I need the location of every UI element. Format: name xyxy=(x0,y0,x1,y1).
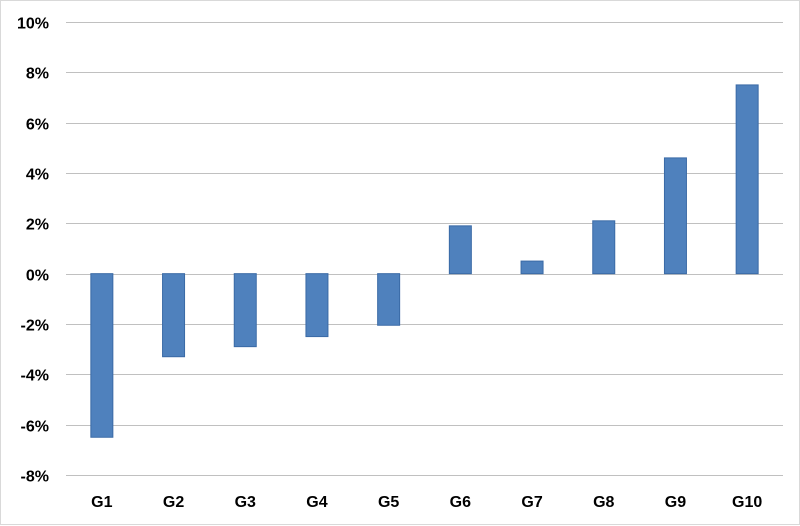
y-tick-label: -2% xyxy=(21,318,49,335)
bar-g9 xyxy=(663,157,687,275)
bars xyxy=(90,84,759,438)
x-tick-label: G10 xyxy=(732,494,762,511)
y-tick-label: -8% xyxy=(21,469,49,486)
y-tick-label: 0% xyxy=(26,268,49,285)
bar-g8 xyxy=(592,220,616,275)
x-tick-label: G6 xyxy=(450,494,471,511)
bar-g6 xyxy=(448,225,472,275)
y-tick-label: 6% xyxy=(26,117,49,134)
bar-g4 xyxy=(305,273,329,338)
bar-g10 xyxy=(735,84,759,275)
x-tick-label: G4 xyxy=(306,494,327,511)
x-tick-label: G8 xyxy=(593,494,614,511)
bar-g2 xyxy=(162,273,186,358)
gridlines xyxy=(66,22,783,476)
y-tick-label: 8% xyxy=(26,66,49,83)
y-tick-label: -6% xyxy=(21,419,49,436)
x-tick-label: G1 xyxy=(91,494,112,511)
x-tick-label: G5 xyxy=(378,494,399,511)
y-tick-label: 2% xyxy=(26,217,49,234)
y-tick-label: -4% xyxy=(21,368,49,385)
x-tick-label: G7 xyxy=(521,494,542,511)
bar-g3 xyxy=(233,273,257,348)
x-axis-tick-labels: G1 G2 G3 G4 G5 G6 G7 G8 G9 G10 xyxy=(91,494,762,511)
bar-g7 xyxy=(520,260,544,275)
y-tick-label: 4% xyxy=(26,167,49,184)
y-axis-tick-labels: -8% -6% -4% -2% 0% 2% 4% 6% 8% 10% xyxy=(17,16,49,486)
bar-g5 xyxy=(377,273,401,326)
x-tick-label: G2 xyxy=(163,494,184,511)
x-tick-label: G9 xyxy=(665,494,686,511)
y-tick-label: 10% xyxy=(17,16,49,33)
bar-g1 xyxy=(90,273,114,438)
x-tick-label: G3 xyxy=(235,494,256,511)
